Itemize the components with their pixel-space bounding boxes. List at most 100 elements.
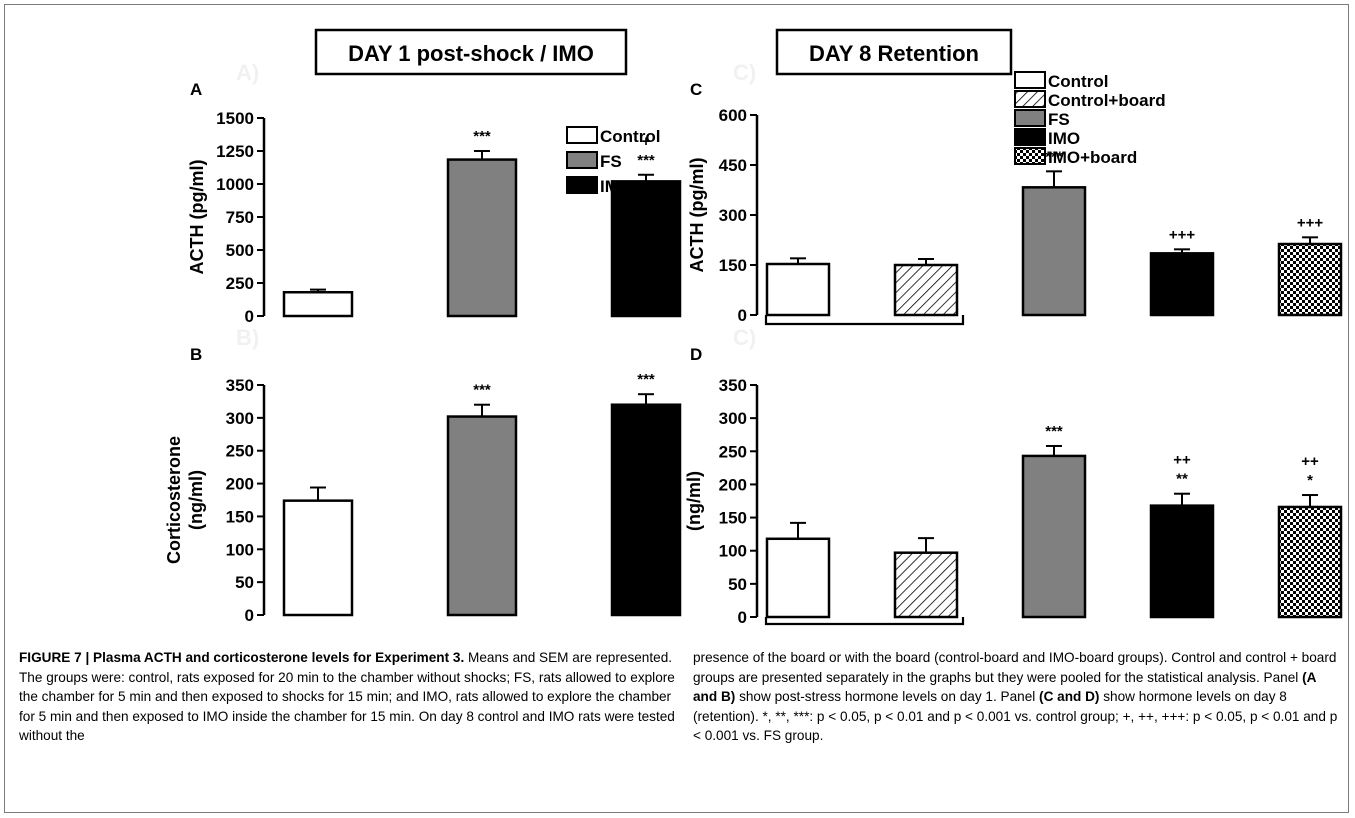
y-tick-label-b: 250 [226,442,254,461]
significance-label-b: *** [637,371,655,388]
panel-a: A) A 0 250 500 750 1000 1250 1500 ACTH (pg/ml) ***… [187,60,682,326]
y-tick-label-b: 350 [226,376,254,395]
bar-c-control-board [893,263,959,317]
significance-label-d: ** [1176,471,1188,488]
y-tick-label-b: 150 [226,507,254,526]
y-tick-label-a: 750 [226,208,254,227]
legend-swatch-a [566,176,598,194]
bar-c-imo [1149,252,1215,317]
significance-label-c: +++ [1297,214,1324,231]
y-tick-label-a: 0 [245,307,254,326]
legend-swatch-c [1014,147,1046,165]
bar-c-fs [1021,186,1087,317]
panel-b-label: B [190,345,202,364]
panel-d-label: D [690,345,702,364]
caption-right: presence of the board or with the board … [693,648,1338,746]
legend-swatch-a [566,151,598,169]
bar-b-fs [446,415,518,617]
pooled-controls-bracket-c [764,315,965,326]
bar-d-fs [1021,454,1087,619]
legend-swatch-c [1014,128,1046,146]
bar-d-control [765,537,831,619]
significance-label-a: *** [637,152,655,169]
significance-label-a: + [642,133,651,150]
significance-label-c: +++ [1169,226,1196,243]
y-tick-label-d: 200 [719,475,747,494]
figure-frame [4,4,1349,813]
panel-c-ghost-label: C) [733,60,756,85]
y-tick-label-a: 1250 [216,142,254,161]
y-tick-label-b: 100 [226,540,254,559]
y-tick-label-b: 300 [226,409,254,428]
caption-right-part-1: presence of the board or with the board … [693,650,1337,685]
y-axis-label-b: (ng/ml) [186,470,206,530]
legend-label-c: FS [1048,110,1070,129]
caption-right-part-3: show post-stress hormone levels on day 1… [735,689,1040,704]
caption-panels-ab: (A and B) [693,669,1316,705]
bar-c-control [765,262,831,317]
y-tick-label-d: 50 [728,575,747,594]
panel-d: C) D 0 50 100 150 200 250 300 350 Corticosterone (n… [662,325,1343,627]
caption-right-part-5: show hormone levels on day 8 (retention)… [693,689,1338,743]
y-axis-label-d: Corticosterone [662,437,682,565]
legend-swatch-a [566,126,598,144]
y-axis-label-b: Corticosterone [164,436,184,564]
y-tick-label-b: 50 [235,573,254,592]
y-tick-label-d: 100 [719,542,747,561]
legend-label-a: IMO [600,177,632,196]
caption-panels-cd: (C and D) [1039,689,1100,704]
significance-label-a: *** [473,128,491,145]
pooled-controls-bracket-d [764,617,965,626]
figure-charts: DAY 1 post-shock / IMO DAY 8 Retention A… [164,28,1343,627]
panel-d-ghost-label: C) [733,325,756,350]
significance-label-b: *** [473,382,491,399]
caption-left-body: Means and SEM are represented. The group… [19,650,675,743]
y-axis-label-c: ACTH (pg/ml) [687,158,707,273]
y-tick-label-d: 350 [719,376,747,395]
legend-label-a: FS [600,152,622,171]
bar-c-imo-board [1277,242,1343,317]
significance-label-d: *** [1045,423,1063,440]
bar-d-imo-board [1277,505,1343,619]
y-tick-label-d: 300 [719,409,747,428]
panel-b-ghost-label: B) [236,325,259,350]
panel-a-label: A [190,80,202,99]
bar-a-imo [610,180,682,318]
y-tick-label-c: 300 [719,206,747,225]
bar-b-control [282,499,354,617]
bar-d-control-board [893,551,959,619]
y-tick-label-d: 250 [719,442,747,461]
legend-label-a: Control [600,127,660,146]
y-tick-label-c: 0 [738,306,747,325]
legend-label-c: IMO+board [1048,148,1137,167]
y-tick-label-a: 1000 [216,175,254,194]
legend-swatch-c [1014,71,1046,89]
panel-c: C) C 0 150 300 450 600 ACTH (pg/ml) *** +++ +++ Con… [687,60,1343,326]
day1-header-box [314,28,628,76]
caption-title: FIGURE 7 | Plasma ACTH and corticosteron… [19,650,465,665]
legend-swatch-c [1014,90,1046,108]
legend-swatch-c [1014,109,1046,127]
significance-label-d: * [1307,472,1313,489]
y-tick-label-a: 500 [226,241,254,260]
day1-header: DAY 1 post-shock / IMO [348,41,594,66]
bar-b-imo [610,403,682,617]
significance-label-d: ++ [1173,452,1191,469]
y-axis-label-d: (ng/ml) [684,471,704,531]
bar-a-control [282,290,354,318]
y-tick-label-b: 0 [245,606,254,625]
y-tick-label-c: 450 [719,156,747,175]
panel-c-label: C [690,80,702,99]
day8-header-box [775,28,1013,76]
legend-label-c: Control+board [1048,91,1166,110]
y-tick-label-d: 0 [738,608,747,627]
y-tick-label-a: 250 [226,274,254,293]
y-tick-label-a: 1500 [216,109,254,128]
y-tick-label-d: 150 [719,509,747,528]
day8-header: DAY 8 Retention [809,41,979,66]
legend-label-c: IMO [1048,129,1080,148]
caption-left: FIGURE 7 | Plasma ACTH and corticosteron… [19,648,677,746]
significance-label-d: ++ [1301,453,1319,470]
y-axis-label-a: ACTH (pg/ml) [187,160,207,275]
